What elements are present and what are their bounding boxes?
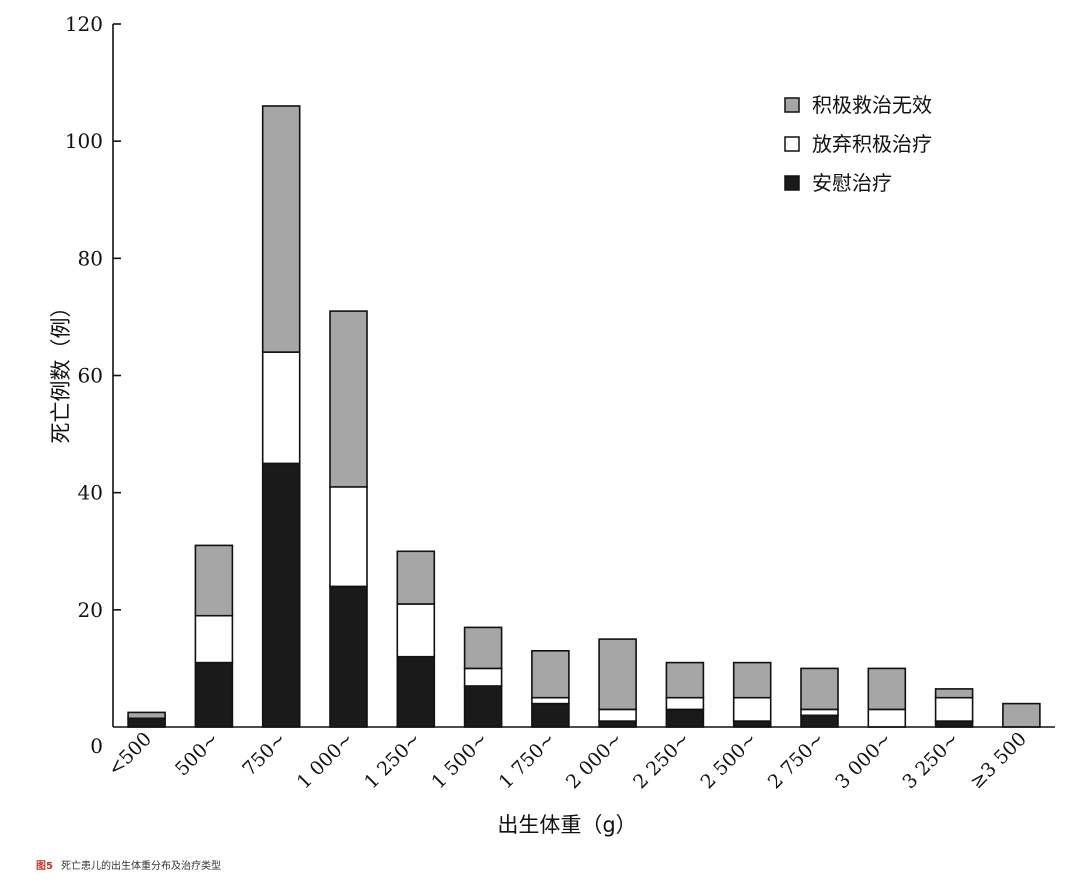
legend-label-1: 放弃积极治疗 — [812, 132, 932, 156]
bar-segment-4-series-2 — [396, 550, 436, 605]
bar-segment-2-series-1 — [261, 351, 301, 465]
bar-segment-7-series-1 — [598, 708, 637, 722]
x-tick-label-13: ≥3 500 — [966, 728, 1031, 793]
figure-caption: 图5 死亡患儿的出生体重分布及治疗类型 — [36, 857, 221, 872]
bar-segment-12-series-1 — [934, 696, 974, 722]
bar-segment-8-series-1 — [665, 696, 705, 711]
bar-segment-5-series-0 — [463, 685, 503, 728]
bar-segment-13-series-2 — [1002, 702, 1041, 728]
bar-segment-2-series-0 — [261, 462, 301, 728]
bar-segment-3-series-0 — [329, 585, 368, 728]
bars-layer — [127, 105, 1041, 728]
y-axis-label: 死亡例数（例） — [49, 297, 73, 444]
bar-segment-4-series-0 — [396, 655, 436, 728]
bar-segment-2-series-2 — [261, 105, 301, 353]
bar-segment-9-series-2 — [732, 661, 772, 699]
bar-segment-7-series-0 — [598, 720, 637, 728]
x-tick-label-4: 1 250~ — [360, 728, 425, 793]
bar-segment-5-series-1 — [463, 667, 503, 687]
bar-segment-10-series-2 — [800, 667, 839, 711]
caption-text: 死亡患儿的出生体重分布及治疗类型 — [60, 861, 221, 872]
bar-segment-10-series-0 — [800, 714, 839, 728]
bar-segment-1-series-1 — [194, 614, 234, 664]
legend-label-2: 安慰治疗 — [812, 171, 892, 195]
bar-segment-1-series-0 — [194, 661, 234, 728]
legend-label-0: 积极救治无效 — [812, 93, 932, 117]
bar-segment-6-series-0 — [531, 702, 570, 728]
x-tick-label-9: 2 500~ — [696, 728, 761, 793]
y-tick-label-2: 40 — [78, 481, 103, 505]
y-tick-label-5: 100 — [65, 129, 103, 153]
x-tick-label-2: 750~ — [238, 728, 290, 780]
y-tick-label-3: 60 — [78, 364, 103, 388]
bar-segment-3-series-1 — [329, 485, 368, 588]
x-axis-label: 出生体重（g） — [497, 813, 636, 837]
x-tick-label-8: 2 250~ — [629, 728, 694, 793]
bar-segment-9-series-1 — [732, 696, 772, 722]
y-tick-label-4: 80 — [78, 246, 103, 270]
bar-segment-8-series-0 — [665, 708, 705, 728]
bar-segment-8-series-2 — [665, 661, 705, 699]
bar-segment-4-series-1 — [396, 603, 436, 658]
bar-segment-0-series-2 — [127, 711, 166, 720]
legend-swatch-0 — [784, 97, 800, 113]
figure-number: 图5 — [36, 861, 53, 872]
x-tick-label-3: 1 000~ — [293, 728, 358, 793]
x-tick-label-7: 2 000~ — [562, 728, 627, 793]
x-tick-label-10: 2 750~ — [764, 728, 829, 793]
bar-segment-1-series-2 — [194, 544, 234, 617]
bar-segment-0-series-0 — [127, 717, 166, 728]
bar-segment-6-series-2 — [531, 649, 570, 699]
y-tick-label-6: 120 — [65, 12, 103, 36]
bar-segment-9-series-0 — [732, 720, 772, 728]
bar-segment-11-series-2 — [867, 667, 907, 711]
bar-segment-10-series-1 — [800, 708, 839, 717]
y-tick-label-1: 20 — [78, 598, 103, 622]
bar-segment-12-series-2 — [934, 688, 974, 699]
x-tick-label-1: 500~ — [171, 728, 223, 780]
bar-segment-7-series-2 — [598, 638, 637, 711]
bar-segment-6-series-1 — [531, 696, 570, 705]
bar-segment-11-series-1 — [867, 708, 907, 728]
x-tick-label-5: 1 500~ — [427, 728, 492, 793]
x-tick-label-0: <500 — [104, 728, 156, 780]
x-tick-label-6: 1 750~ — [495, 728, 560, 793]
legend-swatch-2 — [784, 175, 800, 191]
bar-segment-5-series-2 — [463, 626, 503, 670]
y-tick-label-0: 0 — [90, 734, 103, 758]
x-tick-label-11: 3 000~ — [831, 728, 896, 793]
legend-swatch-1 — [784, 136, 800, 152]
bar-segment-3-series-2 — [329, 310, 368, 488]
x-tick-label-12: 3 250~ — [898, 728, 963, 793]
bar-segment-12-series-0 — [934, 720, 974, 728]
